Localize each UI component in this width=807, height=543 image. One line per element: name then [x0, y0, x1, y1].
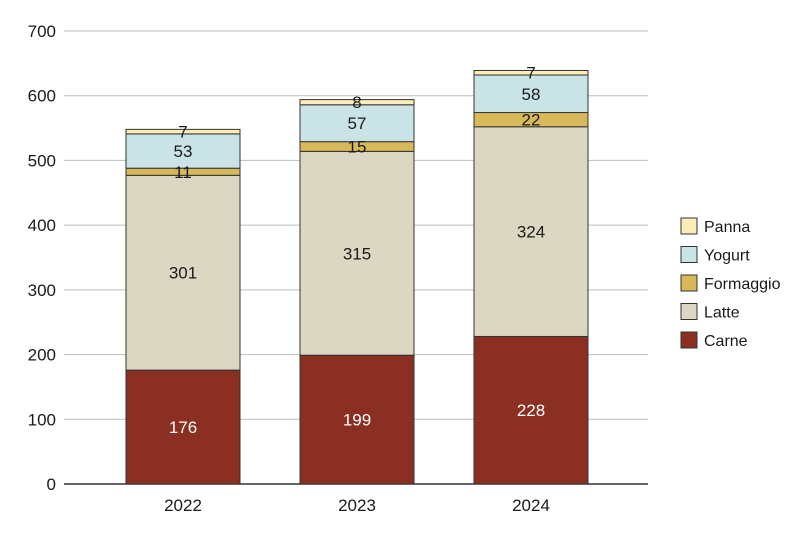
- y-tick-label: 600: [28, 87, 56, 106]
- data-label-carne-2022: 176: [169, 418, 197, 437]
- bar-segment-panna-2024: [473, 69, 589, 76]
- bar-segment-yogurt-2022: [125, 133, 241, 169]
- data-label-formaggio-2024: 22: [522, 111, 541, 130]
- legend-label-latte: Latte: [704, 305, 740, 322]
- data-label-latte-2024: 324: [517, 223, 545, 242]
- data-label-panna-2023: 8: [352, 93, 361, 112]
- y-tick-label: 200: [28, 346, 56, 365]
- bar-segment-carne-2023: [299, 354, 415, 485]
- bar-segment-carne-2024: [473, 335, 589, 485]
- legend: Panna Yogurt Formaggio Latte Carne: [680, 217, 781, 350]
- legend-swatch-latte: [680, 303, 698, 320]
- bar-segment-latte-2024: [473, 126, 589, 337]
- data-label-formaggio-2023: 15: [348, 138, 367, 157]
- data-label-panna-2022: 7: [178, 123, 187, 142]
- x-axis-ticks: 2022 2023 2024: [164, 496, 550, 515]
- legend-swatch-yogurt: [680, 246, 698, 263]
- y-tick-label: 700: [28, 22, 56, 41]
- bar-segment-latte-2022: [125, 174, 241, 371]
- legend-label-yogurt: Yogurt: [704, 248, 750, 265]
- x-tick-label: 2023: [338, 496, 376, 515]
- y-tick-label: 500: [28, 151, 56, 170]
- legend-label-panna: Panna: [704, 219, 750, 236]
- data-label-formaggio-2022: 11: [174, 163, 192, 182]
- data-label-yogurt-2024: 58: [522, 85, 541, 104]
- legend-swatch-formaggio: [680, 274, 698, 292]
- y-axis-ticks: 0 100 200 300 400 500 600 700: [28, 22, 56, 494]
- legend-label-carne: Carne: [704, 333, 748, 350]
- bar-segment-latte-2023: [299, 150, 415, 356]
- data-label-panna-2024: 7: [526, 64, 535, 83]
- data-label-latte-2022: 301: [169, 264, 197, 283]
- bar-segment-panna-2023: [299, 99, 415, 106]
- data-label-yogurt-2022: 53: [174, 142, 193, 161]
- y-tick-label: 400: [28, 216, 56, 235]
- bars: [125, 69, 589, 485]
- bar-segment-panna-2022: [125, 128, 241, 135]
- data-label-carne-2023: 199: [343, 411, 371, 430]
- y-tick-label: 100: [28, 410, 56, 429]
- data-label-latte-2023: 315: [343, 244, 371, 263]
- x-tick-label: 2022: [164, 496, 202, 515]
- bar-segment-yogurt-2023: [299, 104, 415, 143]
- legend-swatch-panna: [680, 217, 698, 235]
- data-label-yogurt-2023: 57: [348, 114, 367, 133]
- x-tick-label: 2024: [512, 496, 550, 515]
- bar-segment-carne-2022: [125, 369, 241, 485]
- legend-swatch-carne: [680, 331, 698, 349]
- y-tick-label: 0: [47, 475, 56, 494]
- legend-label-formaggio: Formaggio: [704, 276, 781, 293]
- data-label-carne-2024: 228: [517, 401, 545, 420]
- y-tick-label: 300: [28, 281, 56, 300]
